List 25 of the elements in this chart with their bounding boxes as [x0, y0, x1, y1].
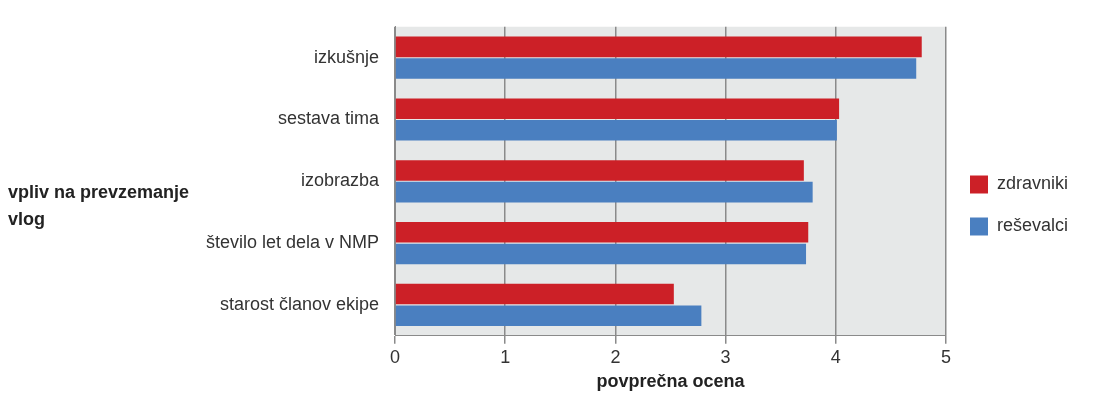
- bar: [395, 120, 837, 141]
- y-axis-title: vpliv na prevzemanje vlog: [8, 180, 191, 231]
- x-tick-label: 2: [610, 346, 621, 367]
- bar: [395, 305, 702, 326]
- bar: [395, 283, 674, 305]
- bar: [395, 222, 809, 243]
- bar: [395, 181, 813, 203]
- x-tick-label: 4: [830, 346, 841, 367]
- bar: [395, 36, 922, 58]
- y-tick-label: sestava tima: [278, 108, 381, 129]
- bar: [395, 160, 804, 181]
- bar: [395, 243, 807, 265]
- x-tick-label: 0: [390, 346, 401, 367]
- y-tick-label: izkušnje: [314, 46, 380, 67]
- x-tick-label: 3: [720, 346, 731, 367]
- y-tick-label: starost članov ekipe: [219, 293, 380, 314]
- x-tick-label: 1: [500, 346, 511, 367]
- bar: [395, 98, 840, 119]
- y-tick-label: izobrazba: [301, 170, 381, 191]
- y-tick-label: število let dela v NMP: [205, 232, 380, 253]
- bar: [395, 58, 917, 79]
- x-tick-label: 5: [940, 346, 951, 367]
- x-axis-title: povprečna ocena: [596, 371, 746, 392]
- legend-label: zdravniki: [996, 173, 1069, 194]
- legend-label: reševalci: [996, 215, 1069, 236]
